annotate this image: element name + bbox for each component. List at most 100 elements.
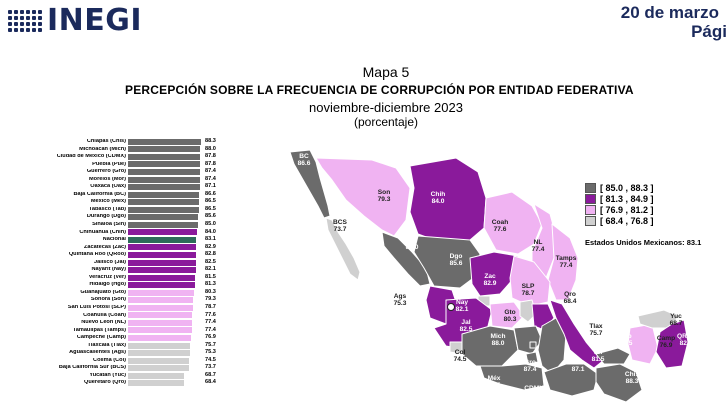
- bar-value: 86.6: [205, 190, 216, 197]
- bar-label: Guerrero (Gro): [86, 169, 126, 175]
- map-state-value: 80.3: [504, 316, 517, 323]
- bar: [128, 138, 201, 145]
- bar-value: 77.4: [205, 326, 216, 333]
- bar-track: [128, 236, 202, 243]
- map-state-abbr: Zac: [484, 273, 496, 280]
- map-state-abbr: NL: [534, 239, 543, 246]
- bar-track: [128, 372, 202, 379]
- bar-value: 81.5: [205, 273, 216, 280]
- state-sin: [381, 231, 431, 287]
- bar-track: [128, 282, 202, 289]
- bar-track: [128, 229, 202, 236]
- bar-value: 79.3: [205, 296, 216, 303]
- legend-swatch: [585, 182, 596, 193]
- map-state-value: 77.6: [494, 226, 507, 233]
- legend-item: [ 85.0 , 88.3 ]: [585, 182, 654, 193]
- bar: [128, 176, 200, 183]
- bar-value: 86.5: [205, 205, 216, 212]
- map-state-abbr: Coah: [492, 219, 508, 226]
- bar-label: Tamaulipas (Tamps): [72, 327, 126, 333]
- bar-value: 74.5: [205, 356, 216, 363]
- map-state-value: 88.3: [626, 378, 639, 385]
- bar-value: 87.8: [205, 153, 216, 160]
- map-state-abbr: Chis: [625, 371, 640, 378]
- bar-track: [128, 259, 202, 266]
- bar: [128, 289, 195, 296]
- bar-value: 83.1: [205, 236, 216, 243]
- bar-value: 73.7: [205, 364, 216, 371]
- bar-value: 88.3: [205, 137, 216, 144]
- bar: [128, 274, 195, 281]
- bar-value: 75.3: [205, 349, 216, 356]
- bar-track: [128, 146, 202, 153]
- legend-swatch: [585, 193, 596, 204]
- bar: [128, 161, 201, 168]
- bar-track: [128, 312, 202, 319]
- bar-value: 68.7: [205, 371, 216, 378]
- map-state-abbr: Dgo: [450, 253, 463, 260]
- bar: [128, 236, 197, 243]
- state-mich: [461, 325, 519, 367]
- bar-track: [128, 274, 202, 281]
- bar-track: [128, 206, 202, 213]
- bar-row: México (Méx) 86.5: [20, 198, 225, 206]
- state-gto: [489, 301, 525, 329]
- bar-value: 77.6: [205, 311, 216, 318]
- map-state-abbr: Yuc: [670, 313, 682, 320]
- map-state-abbr: SLP: [522, 283, 535, 290]
- bar-track: [128, 327, 202, 334]
- map-state-value: 86.5: [620, 340, 633, 347]
- bar: [128, 267, 196, 274]
- bar-row: Coahuila (Coah) 77.6: [20, 312, 225, 320]
- map-state-value: 74.5: [454, 356, 467, 363]
- bar-row: Tlaxcala (Tlax) 75.7: [20, 342, 225, 350]
- bar-row: Baja California Sur (BCS) 73.7: [20, 364, 225, 372]
- state-tamps: [547, 223, 579, 301]
- map-state-value: 73.7: [334, 226, 347, 233]
- map-title: PERCEPCIÓN SOBRE LA FRECUENCIA DE CORRUP…: [125, 83, 634, 97]
- logo-text: INEGI: [47, 3, 143, 38]
- bar-value: 82.9: [205, 243, 216, 250]
- bar-track: [128, 365, 202, 372]
- mexico-map: BC86.6BCS73.7Son79.3Chih84.0Coah77.6NL77…: [289, 149, 695, 411]
- bar-value: 87.4: [205, 168, 216, 175]
- bar-value: 85.6: [205, 213, 216, 220]
- bar-track: [128, 168, 202, 175]
- bar-track: [128, 380, 202, 387]
- state-mor: [525, 351, 539, 365]
- legend-item: [ 81.3 , 84.9 ]: [585, 193, 654, 204]
- bar-value: 82.1: [205, 266, 216, 273]
- bar-label: Colima (Col): [93, 357, 126, 363]
- map-state-value: 87.8: [528, 392, 541, 399]
- bar-track: [128, 199, 202, 206]
- bar-track: [128, 267, 202, 274]
- map-state-abbr: Tlax: [589, 323, 603, 330]
- national-label: Estados Unidos Mexicanos:: [585, 238, 685, 247]
- bar: [128, 184, 200, 191]
- bar-label: Zacatecas (Zac): [84, 244, 126, 250]
- map-state-abbr: Camp: [657, 335, 675, 342]
- bar-value: 87.8: [205, 160, 216, 167]
- map-state-value: 87.4: [524, 366, 537, 373]
- map-state-abbr: Ver: [593, 349, 604, 356]
- bar-label: Tlaxcala (Tlax): [87, 342, 126, 348]
- bar-label: Nayarit (Nay): [91, 267, 126, 273]
- bar: [128, 153, 201, 160]
- map-state-value: 84.0: [432, 198, 445, 205]
- bar-value: 80.3: [205, 288, 216, 295]
- bar-label: Durango (Dgo): [86, 214, 126, 220]
- bar-value: 84.0: [205, 228, 216, 235]
- state-coah: [483, 191, 543, 255]
- state-gro: [479, 363, 545, 391]
- bar: [128, 191, 200, 198]
- map-state-value: 81.5: [592, 356, 605, 363]
- logo-dots-icon: [8, 10, 42, 32]
- map-state-abbr: CDMX: [524, 385, 544, 392]
- bar: [128, 312, 192, 319]
- bar: [128, 334, 192, 341]
- bar: [128, 380, 185, 387]
- map-state-value: 68.7: [670, 320, 683, 327]
- map-state-abbr: Gto: [504, 309, 515, 316]
- bar-value: 85.0: [205, 220, 216, 227]
- state-bcs: [325, 217, 361, 281]
